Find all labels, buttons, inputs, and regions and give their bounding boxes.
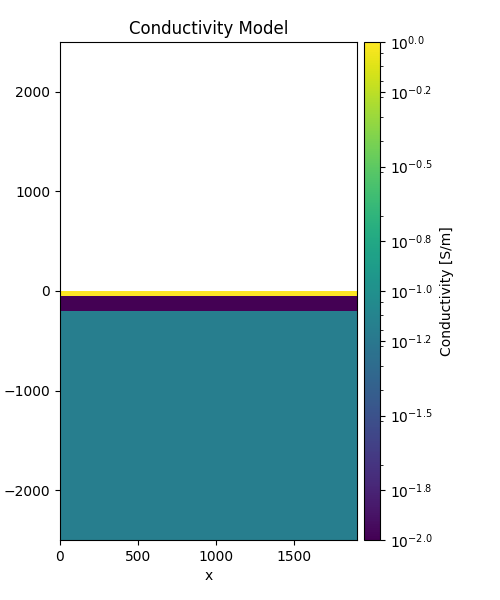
X-axis label: x: x: [204, 569, 212, 583]
Y-axis label: Conductivity [S/m]: Conductivity [S/m]: [440, 226, 454, 356]
Title: Conductivity Model: Conductivity Model: [129, 20, 288, 38]
